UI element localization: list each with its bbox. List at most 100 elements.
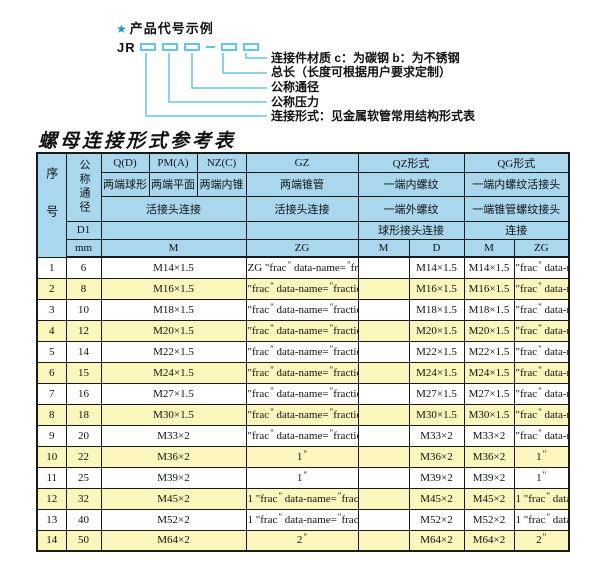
inch-mark: " [329,343,334,354]
inch-mark: " [270,385,274,396]
cell-dn: 32 [65,487,102,510]
table-title: 螺母连接形式参考表 [38,131,237,152]
cell-qz-m [357,298,410,321]
header-col-pma: PM(A) [148,152,198,173]
inch-mark: " [515,345,521,358]
inch-mark: " [270,343,274,354]
header-d1: D1 [65,220,102,240]
header-qd-sub: 两端球形 [100,171,150,197]
cell-qz-d: M39×2 [408,466,465,489]
nut-connection-reference-table: 序号 公称通径 Q(D) PM(A) NZ(C) GZ QZ形式 QG形式 两端… [36,152,571,552]
cell-m: M20×1.5 [100,319,247,342]
cell-m: M30×1.5 [100,403,247,426]
cell-qg-zg: 1" [513,445,570,468]
cell-serial: 13 [36,508,67,531]
code-box [220,43,237,51]
inch-mark: " [515,387,521,400]
cell-m: M27×1.5 [100,382,247,405]
cell-serial: 9 [36,424,67,447]
cell-qg-m: M16×1.5 [463,277,515,300]
cell-serial: 10 [36,445,67,468]
cell-dn: 15 [65,361,102,384]
cell-qg-zg: 2" [513,529,570,552]
code-dash [205,46,215,48]
cell-m: M16×1.5 [100,277,247,300]
inch-mark: " [329,301,334,312]
header-qz-d: D [408,238,465,258]
cell-dn: 12 [65,319,102,342]
inch-mark: " [515,408,521,421]
cell-qg-zg: "frac" data-name="fraction" data-interac… [513,424,570,447]
label-nominal-diameter: 公称通径 [271,80,320,94]
cell-qg-m: M30×1.5 [463,403,515,426]
cell-dn: 22 [65,445,102,468]
cell-qg-m: M52×2 [463,508,515,531]
cell-qg-m: M45×2 [463,487,515,510]
header-qg-sub2: 一端锥管螺纹接头 [463,195,570,222]
cell-serial: 3 [36,298,67,321]
cell-qz-d: M22×1.5 [408,340,465,363]
cell-dn: 10 [65,298,102,321]
header-m-span: M [100,238,247,258]
header-col-nzc: NZ(C) [196,152,247,173]
cell-qz-m [357,445,410,468]
cell-m: M36×2 [100,445,247,468]
cell-serial: 1 [36,256,67,279]
cell-zg: 1 "frac" data-name="fraction" data-inter… [245,487,359,510]
inch-mark: " [247,366,253,379]
inch-mark: " [247,387,253,400]
inch-mark: " [247,282,253,295]
cell-dn: 20 [65,424,102,447]
inch-mark: " [247,345,253,358]
header-qz-m: M [357,238,410,258]
header-qg-sub1: 一端内螺纹活接头 [463,171,570,197]
code-box [183,43,200,51]
inch-mark: " [247,324,253,337]
inch-mark: " [538,427,542,438]
label-total-length: 总长（长度可根据用户要求定制） [271,65,452,79]
diagram-title: ★ 产品代号示例 [116,18,214,37]
cell-m: M52×2 [100,508,247,531]
cell-qg-zg: "frac" data-name="fraction" data-interac… [513,256,570,279]
inch-mark: " [538,406,542,417]
cell-qz-m [357,529,410,552]
cell-qz-d: M14×1.5 [408,256,465,279]
cell-m: M14×1.5 [100,256,247,279]
inch-mark: " [329,427,334,438]
cell-qg-zg: "frac" data-name="fraction" data-interac… [513,298,570,321]
cell-serial: 2 [36,277,67,300]
inch-mark: " [538,364,542,375]
inch-mark: " [329,364,334,375]
cell-serial: 8 [36,403,67,426]
cell-qg-m: M22×1.5 [463,340,515,363]
inch-mark: " [546,511,551,522]
cell-qz-d: M16×1.5 [408,277,465,300]
cell-m: M64×2 [100,529,247,552]
cell-qz-m [357,466,410,489]
inch-mark: " [515,261,521,274]
inch-mark: " [270,406,274,417]
inch-mark: " [270,364,274,375]
cell-qz-d: M64×2 [408,529,465,552]
inch-mark: " [538,322,542,333]
header-nominal-diameter: 公称通径 [65,152,102,222]
cell-m: M39×2 [100,466,247,489]
inch-mark: " [255,492,261,505]
diagram-title-text: 产品代号示例 [129,21,214,36]
cell-m: M33×2 [100,424,247,447]
table-row: 10 22 M36×2 1" M36×2 M36×2 1" [36,445,570,468]
inch-mark: " [303,448,308,459]
header-pma-sub: 两端平面 [148,171,198,197]
inch-mark: " [329,280,334,291]
cell-zg: "frac" data-name="fraction" data-interac… [245,277,359,300]
header-qz-sub2: 一端外螺纹 [357,195,465,222]
cell-qz-d: M24×1.5 [408,361,465,384]
cell-qg-m: M33×2 [463,424,515,447]
